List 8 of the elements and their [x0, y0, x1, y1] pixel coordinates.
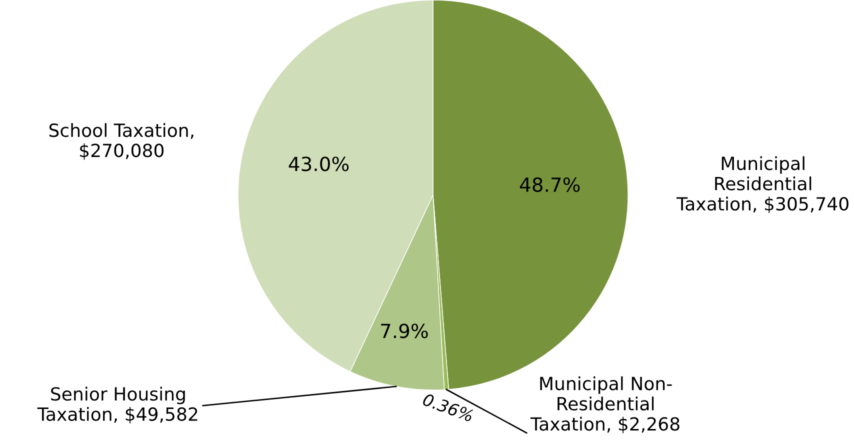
data-label: 43.0%	[288, 156, 349, 172]
data-label: 0.36%	[422, 392, 474, 422]
slice-label: School Taxation, $270,080	[49, 123, 194, 160]
slice-label: Senior Housing Taxation, $49,582	[37, 386, 198, 424]
slice-label: Municipal Non- Residential Taxation, $2,268	[530, 376, 680, 434]
slice-label: Municipal Residential Taxation, $305,740	[676, 156, 848, 214]
data-label: 48.7%	[520, 177, 580, 192]
data-label: 7.9%	[381, 324, 428, 338]
